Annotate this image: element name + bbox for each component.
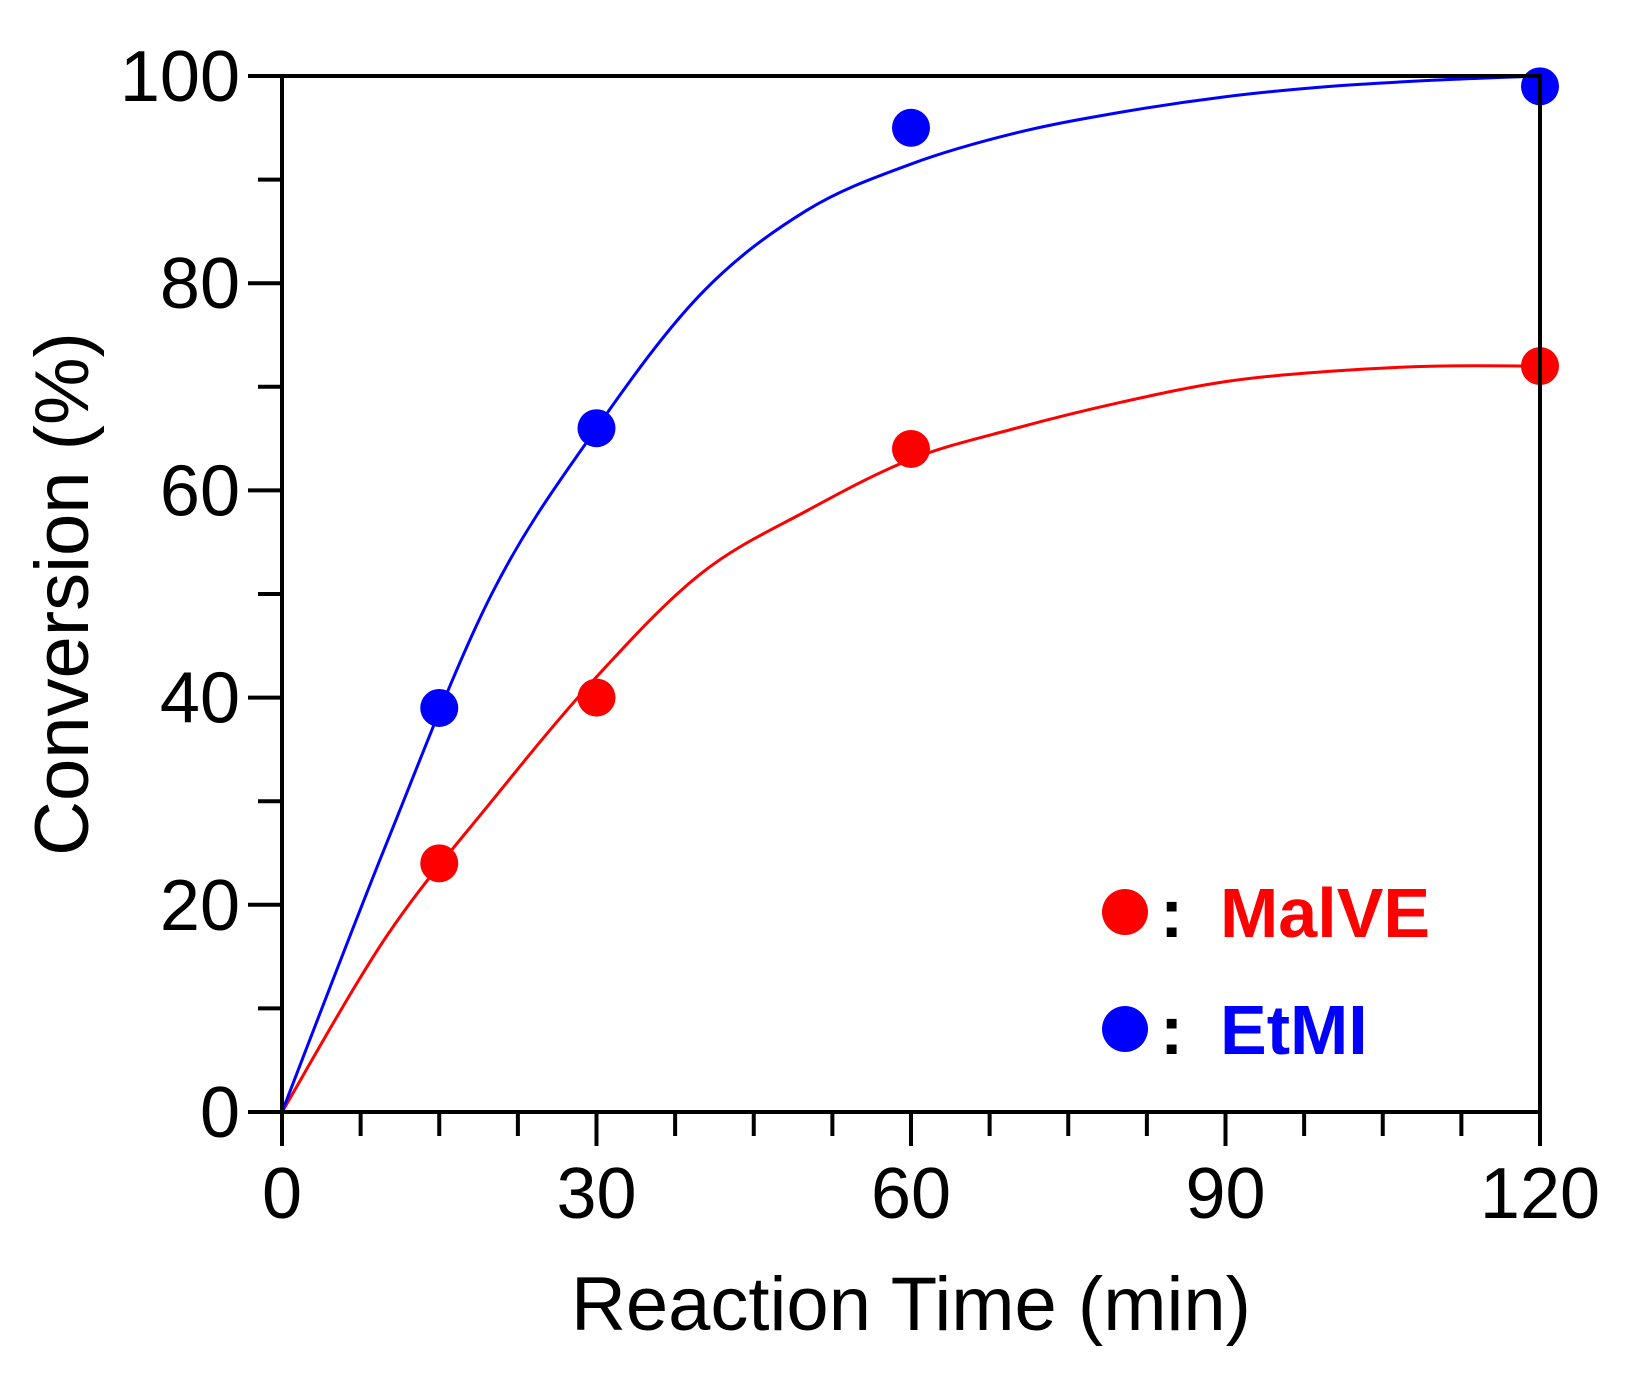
x-tick-label: 0 [262, 1154, 302, 1234]
legend-item-malve: : MalVE [1102, 874, 1430, 952]
data-point-malve [420, 844, 459, 883]
x-axis-title: Reaction Time (min) [571, 1262, 1251, 1347]
x-tick-label: 30 [556, 1154, 636, 1234]
plot-frame [280, 74, 1542, 1114]
data-point-etmi [420, 688, 459, 727]
legend-separator-etmi: : [1160, 991, 1183, 1069]
legend-marker-malve [1102, 889, 1148, 935]
data-point-etmi [892, 108, 930, 147]
x-tick-label: 120 [1480, 1154, 1600, 1234]
legend-item-etmi: : EtMI [1102, 991, 1368, 1069]
plot-layer [280, 67, 1559, 1113]
fit-curve-etmi [280, 74, 1541, 1113]
ticks-layer [248, 74, 1542, 1146]
x-tick-label: 90 [1185, 1154, 1265, 1234]
y-tick-label: 0 [200, 1073, 240, 1153]
y-tick-label: 40 [160, 659, 240, 739]
data-point-etmi [577, 409, 616, 448]
legend-marker-etmi [1102, 1006, 1148, 1052]
y-tick-label: 100 [120, 37, 240, 117]
y-axis-title: Conversion (%) [20, 332, 105, 856]
tick-labels-layer: 0 30 60 90 120 0 20 40 60 80 100 [120, 37, 1600, 1234]
x-tick-label: 60 [871, 1154, 951, 1234]
legend: : MalVE : EtMI [1102, 874, 1430, 1069]
y-tick-label: 80 [160, 244, 240, 324]
data-point-malve [577, 678, 616, 717]
legend-label-etmi: EtMI [1220, 991, 1368, 1069]
y-tick-label: 20 [160, 866, 240, 946]
legend-label-malve: MalVE [1220, 874, 1430, 952]
y-tick-label: 60 [160, 451, 240, 531]
fit-curve-malve [280, 364, 1541, 1113]
data-point-malve [892, 429, 930, 468]
legend-separator-malve: : [1160, 874, 1183, 952]
